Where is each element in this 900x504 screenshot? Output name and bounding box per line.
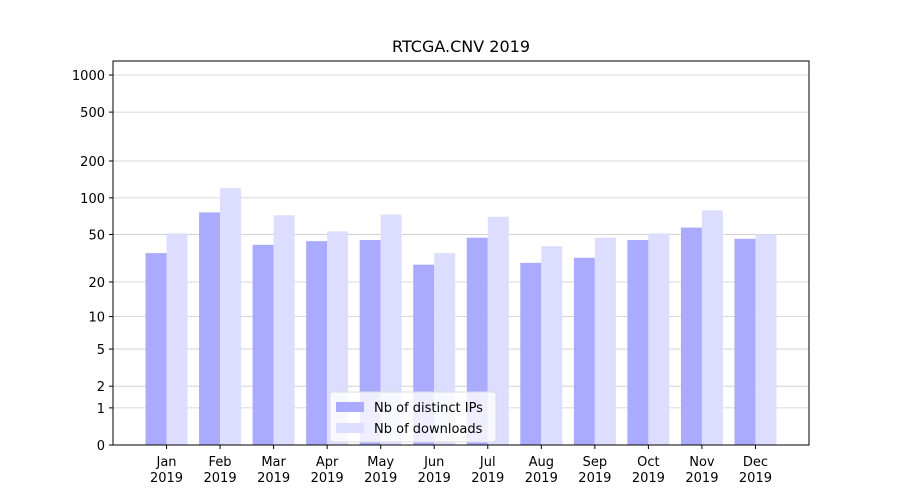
legend-swatch: [336, 402, 364, 412]
bar: [755, 234, 777, 445]
bar: [273, 215, 295, 445]
x-tick-label: Aug 2019: [525, 455, 558, 486]
bar: [648, 233, 670, 445]
legend: Nb of distinct IPs Nb of downloads: [329, 391, 497, 443]
y-tick-label: 1: [97, 402, 105, 417]
bar: [541, 246, 563, 445]
bar: [220, 188, 242, 445]
x-tick-label: May 2019: [364, 455, 397, 486]
x-tick-label: Jul 2019: [471, 455, 504, 486]
x-tick-label: Apr 2019: [311, 455, 344, 486]
plot-frame: [112, 60, 810, 446]
x-tick-label: Dec 2019: [739, 455, 772, 486]
x-tick-label: Mar 2019: [257, 455, 290, 486]
x-tick-label: Jun 2019: [418, 455, 451, 486]
bar: [734, 238, 756, 445]
y-tick-label: 500: [80, 106, 105, 121]
x-tick-label: Sep 2019: [578, 455, 611, 486]
x-tick-label: Nov 2019: [685, 455, 718, 486]
bar: [520, 262, 542, 445]
bar: [573, 257, 595, 445]
y-tick-label: 100: [80, 192, 105, 207]
bar: [306, 241, 328, 445]
y-tick-label: 0: [97, 439, 105, 454]
bar: [252, 244, 274, 445]
y-tick-label: 1000: [72, 69, 105, 84]
y-tick-label: 5: [97, 343, 105, 358]
y-tick-label: 200: [80, 155, 105, 170]
legend-label: Nb of distinct IPs: [374, 401, 483, 416]
bar: [199, 212, 221, 445]
legend-frame: [329, 391, 497, 443]
bar: [487, 216, 509, 445]
bar: [701, 210, 723, 445]
bar: [166, 233, 188, 445]
bar: [680, 227, 702, 445]
legend-swatch: [336, 423, 364, 433]
y-tick-label: 10: [88, 311, 105, 326]
x-tick-label: Oct 2019: [632, 455, 665, 486]
bar: [145, 253, 167, 445]
bar: [380, 214, 402, 445]
chart-title: RTCGA.CNV 2019: [392, 37, 530, 56]
x-tick-label: Feb 2019: [204, 455, 237, 486]
y-tick-label: 2: [97, 380, 105, 395]
y-tick-label: 50: [88, 228, 105, 243]
bar: [627, 239, 649, 445]
bar: [594, 237, 616, 445]
legend-label: Nb of downloads: [374, 422, 483, 437]
y-tick-label: 20: [88, 276, 105, 291]
x-tick-label: Jan 2019: [150, 455, 183, 486]
